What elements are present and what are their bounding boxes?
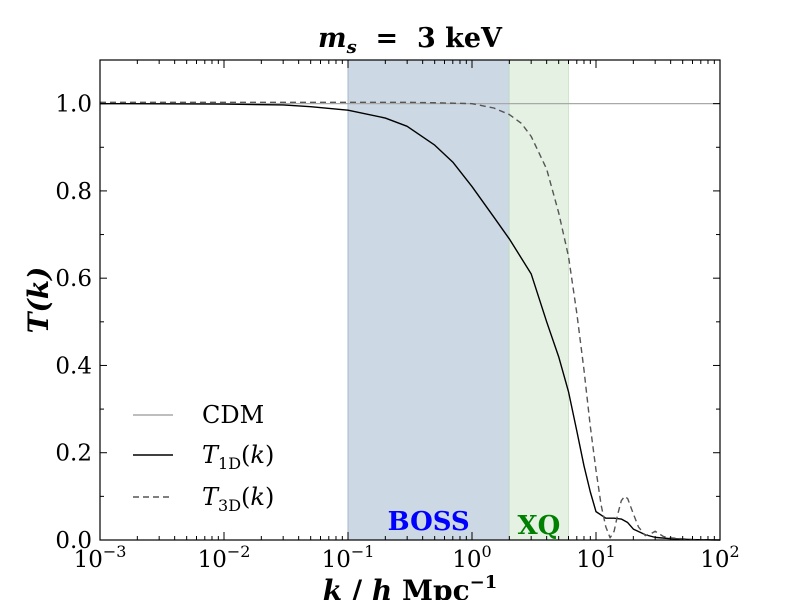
series-layer	[99, 101, 721, 541]
ticks-layer: 0.0 0.2 0.4 0.6 0.8 1.0 10−3 10−2 10−1 100 101 102	[55, 59, 740, 573]
y-tick-label: 0.0	[55, 528, 92, 554]
legend: CDM T1D(k) T3D(k)	[133, 401, 274, 515]
legend-label-2: T3D(k)	[202, 483, 274, 515]
y-tick-label: 0.6	[55, 266, 92, 292]
band-label-boss: BOSS	[388, 507, 470, 537]
plot-frame	[99, 59, 721, 541]
band-labels-layer: BOSS XQ	[388, 507, 561, 541]
x-tick-label: 100	[452, 542, 491, 573]
legend-label-1: T1D(k)	[202, 441, 274, 473]
x-tick-label: 102	[700, 542, 739, 573]
y-tick-label: 0.8	[55, 179, 92, 205]
legend-label-0: CDM	[202, 401, 264, 429]
x-axis-label: k / h Mpc−1	[323, 572, 497, 600]
y-tick-label: 0.4	[55, 353, 92, 379]
x-tick-label: 10−3	[74, 542, 127, 573]
band-boss	[347, 59, 510, 541]
x-tick-label: 10−1	[322, 542, 375, 573]
chart-title: ms = 3 keV	[318, 23, 503, 58]
series-line-1	[99, 102, 721, 541]
band-label-xq: XQ	[517, 511, 560, 541]
x-tick-label: 101	[576, 542, 615, 573]
y-tick-label: 1.0	[55, 92, 92, 118]
bands-layer	[347, 59, 569, 541]
y-tick-label: 0.2	[55, 441, 92, 467]
x-tick-label: 10−2	[198, 542, 251, 573]
y-axis-label: T(k)	[22, 267, 55, 334]
